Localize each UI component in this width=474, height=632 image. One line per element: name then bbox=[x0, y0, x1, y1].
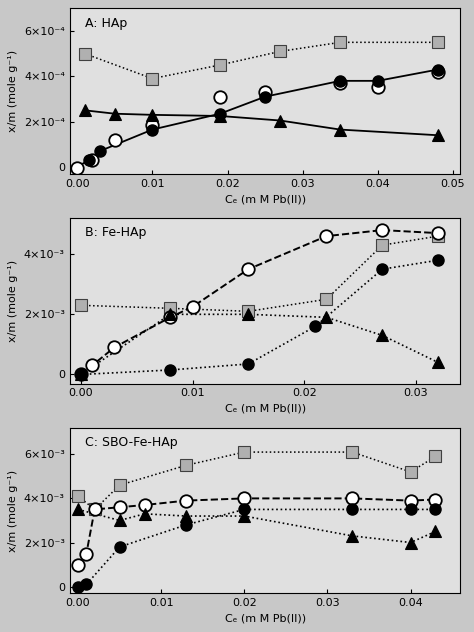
Text: C: SBO-Fe-HAp: C: SBO-Fe-HAp bbox=[85, 436, 178, 449]
X-axis label: Cₑ (m M Pb(II)): Cₑ (m M Pb(II)) bbox=[225, 614, 306, 624]
Y-axis label: x/m (mole g⁻¹): x/m (mole g⁻¹) bbox=[9, 50, 18, 132]
X-axis label: Cₑ (m M Pb(II)): Cₑ (m M Pb(II)) bbox=[225, 404, 306, 414]
Y-axis label: x/m (mole g⁻¹): x/m (mole g⁻¹) bbox=[9, 470, 18, 552]
Text: A: HAp: A: HAp bbox=[85, 16, 128, 30]
X-axis label: Cₑ (m M Pb(II)): Cₑ (m M Pb(II)) bbox=[225, 194, 306, 204]
Y-axis label: x/m (mole g⁻¹): x/m (mole g⁻¹) bbox=[9, 260, 18, 342]
Text: B: Fe-HAp: B: Fe-HAp bbox=[85, 226, 147, 240]
